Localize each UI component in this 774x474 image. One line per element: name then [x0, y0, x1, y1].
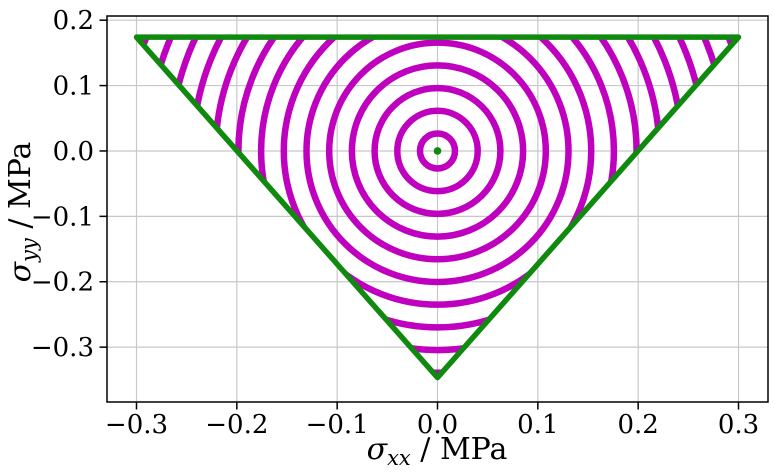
stress-ring: [303, 37, 572, 286]
axis-ticks: [99, 19, 740, 410]
y-tick-label: 0.1: [53, 72, 94, 102]
stress-ring: [394, 107, 481, 195]
x-tick-label: 0.0: [417, 410, 458, 440]
stress-ring: [371, 84, 504, 218]
stress-ring: [280, 37, 595, 308]
x-tick-label: 0.2: [617, 410, 658, 440]
x-tick-label: 0.1: [517, 410, 558, 440]
x-tick-label: −0.2: [205, 410, 268, 440]
failure-envelope-triangle: [133, 34, 742, 381]
x-tick-label: −0.3: [105, 410, 168, 440]
x-axis-label: σxx / MPa: [367, 432, 508, 470]
stress-ring: [325, 39, 550, 263]
stress-ring: [257, 37, 618, 331]
stress-ring: [416, 130, 459, 172]
y-axis-label: σyy / MPa: [3, 141, 41, 282]
x-tick-label: −0.1: [306, 410, 369, 440]
x-tick-label: 0.3: [718, 410, 759, 440]
stress-ring: [348, 62, 527, 240]
y-tick-label: 0.2: [53, 6, 94, 36]
y-tick-label: −0.3: [31, 333, 94, 363]
y-tick-label: −0.1: [31, 202, 94, 232]
origin-marker: [433, 147, 442, 155]
y-tick-labels: 0.2 0.1 0.0 −0.1 −0.2 −0.3: [31, 6, 94, 363]
x-tick-labels: −0.3 −0.2 −0.1 0.0 0.1 0.2 0.3: [105, 410, 759, 440]
y-tick-label: −0.2: [31, 268, 94, 298]
y-tick-label: 0.0: [53, 137, 94, 167]
